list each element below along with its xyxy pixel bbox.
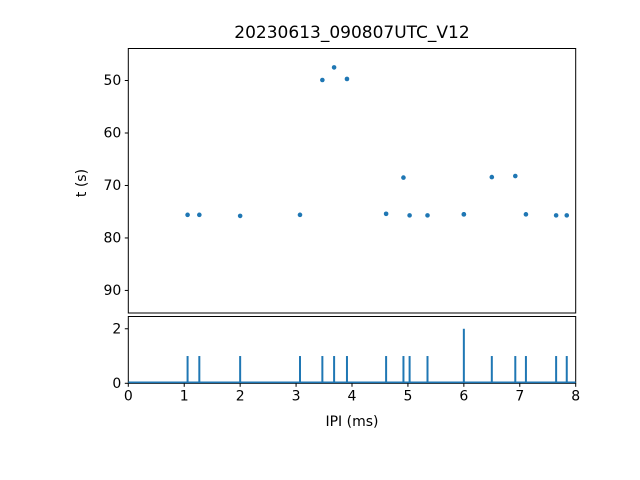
x-tick-label: 3 xyxy=(292,388,301,404)
y-tick-label: 90 xyxy=(103,283,121,299)
y-axis-label: t (s) xyxy=(74,169,90,197)
scatter-point xyxy=(401,175,406,180)
x-tick-label: 1 xyxy=(180,388,189,404)
y-tick-label: 0 xyxy=(112,376,121,392)
scatter-spines xyxy=(127,48,577,314)
scatter-point xyxy=(425,213,430,218)
scatter-point xyxy=(461,212,467,217)
x-tick-label: 0 xyxy=(124,388,133,404)
scatter-axes: 50 60 70 80 90 xyxy=(103,48,577,314)
scatter-point xyxy=(564,213,570,218)
scatter-point xyxy=(185,212,190,218)
x-tick-label: 7 xyxy=(515,388,524,404)
scatter-point xyxy=(297,212,303,218)
scatter-point xyxy=(320,77,325,83)
histogram-spines xyxy=(127,316,577,384)
scatter-point xyxy=(197,212,202,218)
x-tick-label: 6 xyxy=(459,388,468,404)
chart-title: 20230613_090807UTC_V12 xyxy=(234,23,469,43)
scatter-point xyxy=(523,212,529,217)
x-axis-label: IPI (ms) xyxy=(325,414,378,430)
y-tick-label: 50 xyxy=(103,73,121,89)
x-tick-label: 2 xyxy=(236,388,245,404)
scatter-point xyxy=(237,213,243,219)
y-tick-label: 60 xyxy=(103,125,121,141)
histogram-axes: 0 2 0 1 2 3 4 5 6 7 8 xyxy=(112,316,580,404)
scatter-point xyxy=(489,174,495,180)
y-tick-label: 70 xyxy=(103,178,121,194)
scatter-point xyxy=(383,211,389,217)
scatter-point xyxy=(344,76,350,82)
scatter-point xyxy=(407,213,412,218)
y-tick-label: 80 xyxy=(103,230,121,246)
scatter-point xyxy=(553,213,559,218)
x-tick-label: 4 xyxy=(348,388,357,404)
scatter-point xyxy=(331,65,337,70)
x-tick-label: 8 xyxy=(571,388,580,404)
scatter-point xyxy=(513,173,518,179)
y-tick-label: 2 xyxy=(112,321,121,337)
x-tick-label: 5 xyxy=(403,388,412,404)
